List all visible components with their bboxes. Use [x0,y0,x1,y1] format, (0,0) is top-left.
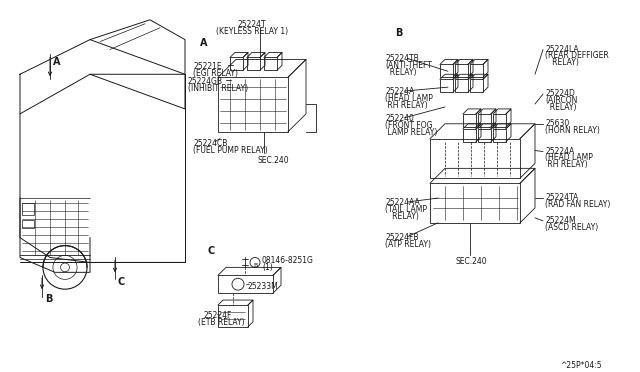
Bar [493,114,506,127]
Bar [264,57,277,70]
Text: 25224T: 25224T [237,20,266,29]
Text: 25224CB: 25224CB [193,139,227,148]
Text: 25233M: 25233M [248,282,279,291]
Text: B: B [395,28,403,38]
Bar [22,220,34,228]
Bar [478,114,491,127]
Bar [470,64,483,77]
Bar [455,79,468,92]
Text: (EGI RELAY): (EGI RELAY) [193,69,238,78]
Text: SEC.240: SEC.240 [258,157,290,166]
Text: C: C [208,246,215,256]
Text: B: B [253,263,257,268]
Bar [230,57,243,70]
Text: 08146-8251G: 08146-8251G [262,256,314,266]
Text: ^25P*04:5: ^25P*04:5 [560,362,602,371]
Bar [440,79,453,92]
Text: (HEAD LAMP: (HEAD LAMP [385,94,433,103]
Text: C: C [118,277,125,287]
Text: (RAD FAN RELAY): (RAD FAN RELAY) [545,200,611,209]
Text: (KEYLESS RELAY 1): (KEYLESS RELAY 1) [216,27,288,36]
Text: LAMP RELAY): LAMP RELAY) [385,128,437,137]
Bar [218,77,288,132]
Text: A: A [200,38,207,48]
Text: 25224F: 25224F [203,311,232,320]
Bar [463,114,476,127]
Text: SEC.240: SEC.240 [455,257,486,266]
Text: (HORN RELAY): (HORN RELAY) [545,126,600,135]
Text: (ANTI-THEFT: (ANTI-THEFT [385,61,432,70]
Text: (ASCD RELAY): (ASCD RELAY) [545,223,598,232]
Bar [470,79,483,92]
Bar [22,203,34,215]
Text: (ATP RELAY): (ATP RELAY) [385,240,431,248]
Text: RELAY): RELAY) [385,212,419,221]
Text: 25224M: 25224M [545,216,575,225]
Text: RH RELAY): RH RELAY) [385,101,428,110]
Text: 25224FB: 25224FB [385,233,419,242]
Text: RELAY): RELAY) [545,58,579,67]
Text: (HEAD LAMP: (HEAD LAMP [545,154,593,163]
Bar [463,129,476,142]
Text: (AIRCON: (AIRCON [545,96,577,105]
Bar [478,129,491,142]
Bar [493,129,506,142]
Text: 25224A: 25224A [545,147,574,155]
Bar [430,183,520,223]
Bar [218,305,248,327]
Bar [440,64,453,77]
Text: 25224AA: 25224AA [385,198,420,207]
Text: B: B [45,294,52,304]
Text: 25224TB: 25224TB [385,54,419,64]
Bar [218,275,273,293]
Bar [430,139,520,178]
Text: 252240: 252240 [385,114,414,123]
Text: RELAY): RELAY) [545,103,577,112]
Text: (REAR DEFFIGER: (REAR DEFFIGER [545,51,609,61]
Text: 25224A: 25224A [385,87,414,96]
Text: (1): (1) [262,263,273,272]
Bar [247,57,260,70]
Bar [455,64,468,77]
Text: RELAY): RELAY) [385,68,417,77]
Text: 25224GB: 25224GB [188,77,223,86]
Text: 25630: 25630 [545,119,569,128]
Text: (TAIL LAMP: (TAIL LAMP [385,205,427,214]
Text: (FUEL PUMP RELAY): (FUEL PUMP RELAY) [193,145,268,155]
Text: A: A [53,57,61,67]
Text: (FRONT FOG: (FRONT FOG [385,121,433,130]
Text: 25224TA: 25224TA [545,193,579,202]
Text: RH RELAY): RH RELAY) [545,160,588,169]
Text: (ETB RELAY): (ETB RELAY) [198,318,244,327]
Text: 25224D: 25224D [545,89,575,98]
Text: (INHIBIT RELAY): (INHIBIT RELAY) [188,84,248,93]
Text: 25221E: 25221E [193,62,221,71]
Text: 25224LA: 25224LA [545,45,579,54]
